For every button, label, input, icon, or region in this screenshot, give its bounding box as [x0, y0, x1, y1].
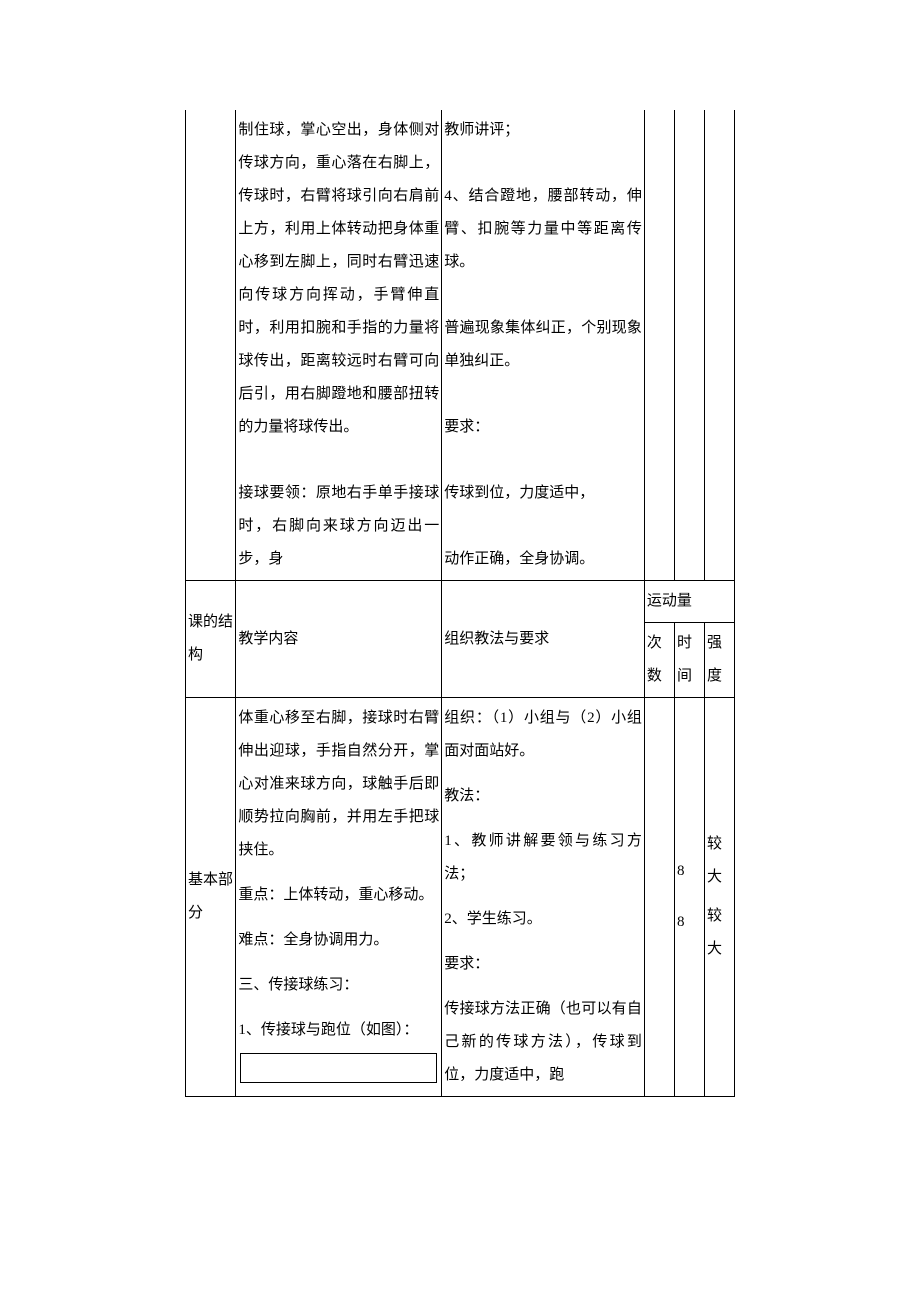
- spacer: [444, 813, 642, 825]
- text: 教法：: [444, 780, 642, 813]
- spacer: [444, 891, 642, 903]
- text: 较大: [707, 828, 732, 894]
- text: 组织教法与要求: [444, 631, 549, 647]
- text: 8: [677, 855, 702, 888]
- text: 8: [677, 906, 702, 939]
- cell-method-1: 教师讲评； 4、结合蹬地，腰部转动，伸臂、扣腕等力量中等距离传球。 普遍现象集体…: [442, 110, 645, 581]
- header-intensity: 强度: [704, 623, 734, 698]
- text: 1、传接球与跑位（如图）：: [238, 1014, 439, 1047]
- text: 1、教师讲解要领与练习方法；: [444, 825, 642, 891]
- text: 难点：全身协调用力。: [238, 924, 439, 957]
- text: 要求：: [444, 948, 642, 981]
- cell-times: [644, 698, 674, 1097]
- text: 运动量: [647, 593, 692, 609]
- spacer: [238, 1002, 439, 1014]
- cell-blank: [644, 110, 674, 581]
- cell-structure-blank: [186, 110, 236, 581]
- text: 基本部分: [188, 872, 233, 921]
- lesson-plan-table: 制住球，掌心空出，身体侧对传球方向，重心落在右脚上，传球时，右臂将球引向右肩前上…: [185, 110, 735, 1097]
- cell-structure: 基本部分: [186, 698, 236, 1097]
- text: 时间: [677, 635, 692, 684]
- header-time: 时间: [674, 623, 704, 698]
- document-page: 制住球，掌心空出，身体侧对传球方向，重心落在右脚上，传球时，右臂将球引向右肩前上…: [0, 0, 920, 1302]
- cell-content-1: 制住球，掌心空出，身体侧对传球方向，重心落在右脚上，传球时，右臂将球引向右肩前上…: [236, 110, 442, 581]
- header-structure: 课的结构: [186, 581, 236, 698]
- text: 2、学生练习。: [444, 903, 642, 936]
- spacer: [444, 936, 642, 948]
- spacer: [238, 957, 439, 969]
- table-row: 制住球，掌心空出，身体侧对传球方向，重心落在右脚上，传球时，右臂将球引向右肩前上…: [186, 110, 735, 581]
- text: 次数: [647, 635, 662, 684]
- text: 组织：（1）小组与（2）小组面对面站好。: [444, 702, 642, 768]
- text: 制住球，掌心空出，身体侧对传球方向，重心落在右脚上，传球时，右臂将球引向右肩前上…: [238, 122, 439, 567]
- text: 较大: [707, 900, 732, 966]
- text: 教师讲评； 4、结合蹬地，腰部转动，伸臂、扣腕等力量中等距离传球。 普遍现象集体…: [444, 122, 642, 567]
- cell-time: 8 8: [674, 698, 704, 1097]
- spacer: [238, 867, 439, 879]
- spacer: [444, 981, 642, 993]
- cell-blank: [704, 110, 734, 581]
- spacer: [444, 768, 642, 780]
- table-header-row: 课的结构 教学内容 组织教法与要求 运动量: [186, 581, 735, 623]
- cell-method-2: 组织：（1）小组与（2）小组面对面站好。 教法： 1、教师讲解要领与练习方法； …: [442, 698, 645, 1097]
- spacer: [238, 912, 439, 924]
- text: 三、传接球练习：: [238, 969, 439, 1002]
- cell-intensity: 较大 较大: [704, 698, 734, 1097]
- header-content: 教学内容: [236, 581, 442, 698]
- text: 体重心移至右脚，接球时右臂伸出迎球，手指自然分开，掌心对准来球方向，球触手后即顺…: [238, 702, 439, 867]
- text: 重点：上体转动，重心移动。: [238, 879, 439, 912]
- text: 传接球方法正确（也可以有自己新的传球方法），传球到位，力度适中，跑: [444, 993, 642, 1092]
- header-method: 组织教法与要求: [442, 581, 645, 698]
- spacer: [677, 888, 702, 906]
- cell-content-2: 体重心移至右脚，接球时右臂伸出迎球，手指自然分开，掌心对准来球方向，球触手后即顺…: [236, 698, 442, 1097]
- text: 教学内容: [238, 631, 298, 647]
- text: 课的结构: [188, 614, 233, 663]
- figure-placeholder-box: [240, 1053, 437, 1083]
- table-row: 基本部分 体重心移至右脚，接球时右臂伸出迎球，手指自然分开，掌心对准来球方向，球…: [186, 698, 735, 1097]
- text: 强度: [707, 635, 722, 684]
- header-sport-amount: 运动量: [644, 581, 734, 623]
- header-times: 次数: [644, 623, 674, 698]
- cell-blank: [674, 110, 704, 581]
